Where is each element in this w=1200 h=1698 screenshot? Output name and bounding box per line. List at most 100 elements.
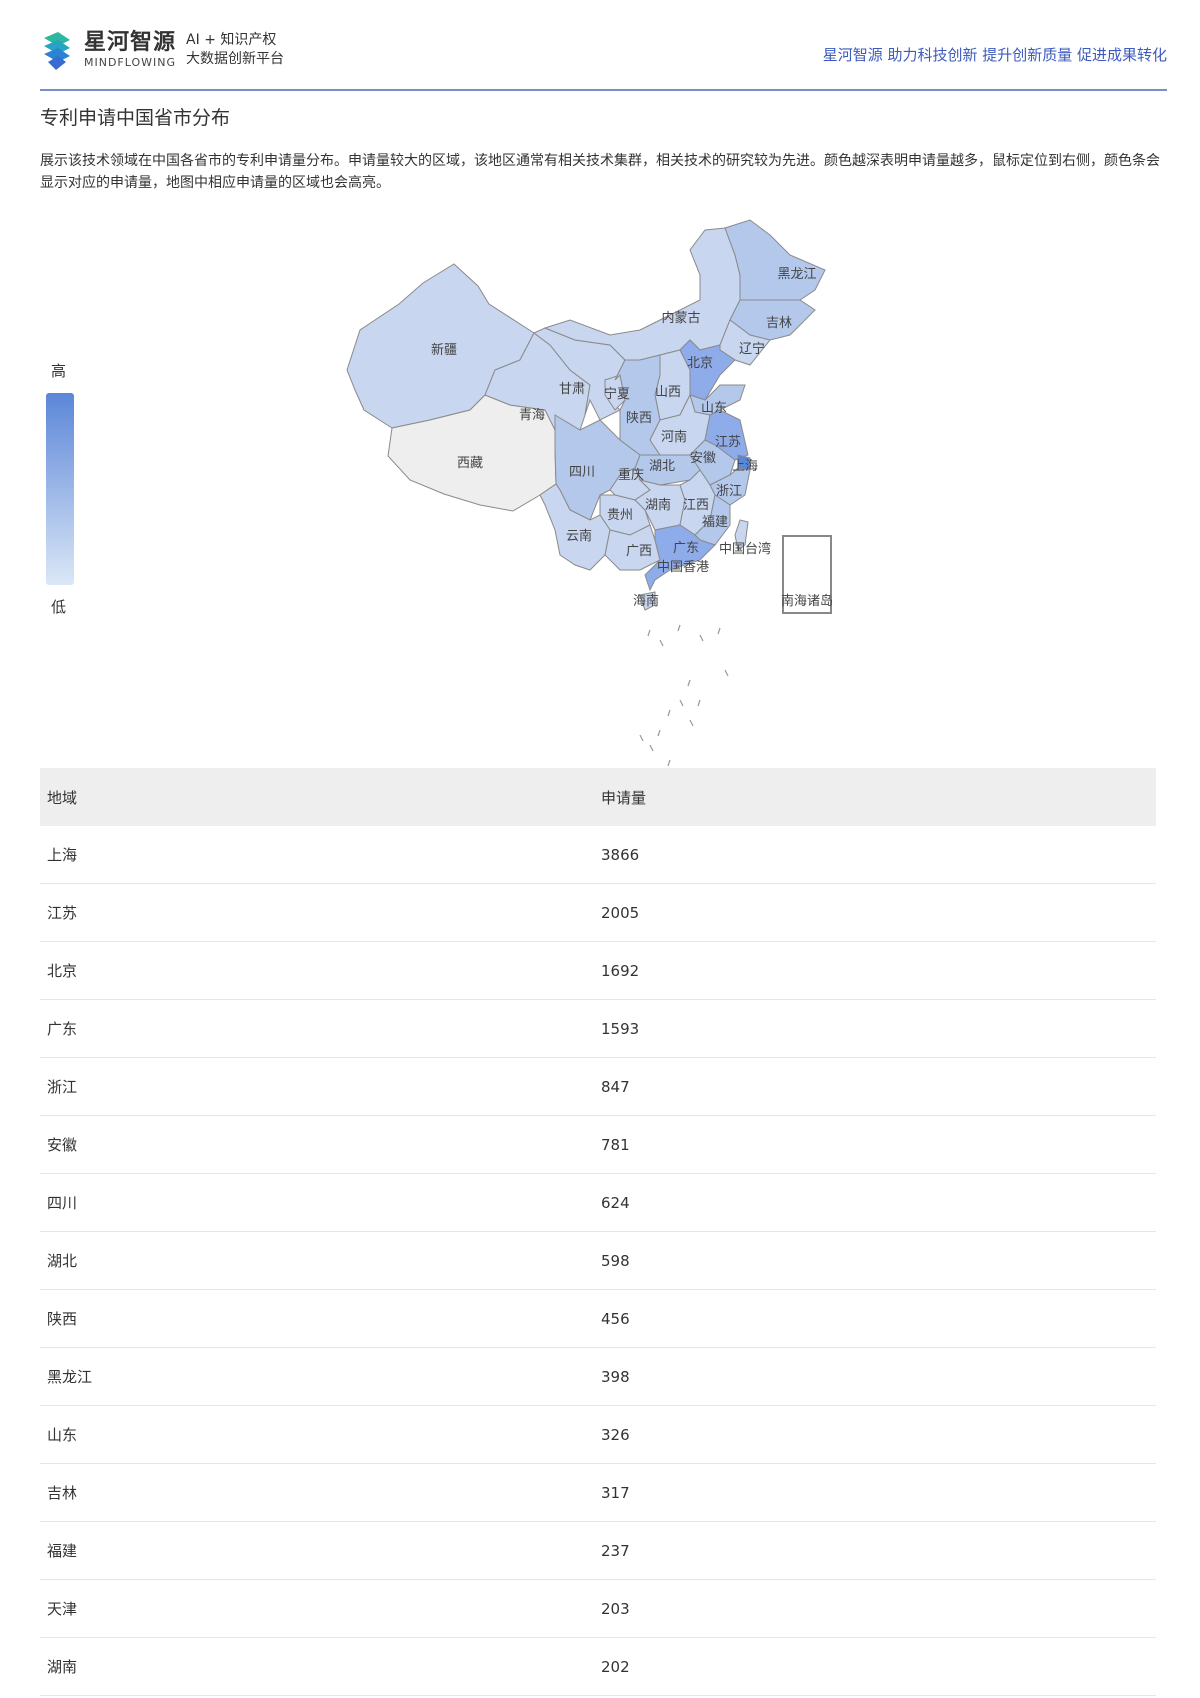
- section-title: 专利申请中国省市分布: [40, 107, 231, 129]
- cell-region: 吉林: [40, 1463, 594, 1522]
- island-mark: [657, 729, 661, 737]
- tagline-2: 大数据创新平台: [186, 51, 285, 67]
- island-mark: [724, 669, 729, 677]
- cell-region: 陕西: [40, 1289, 594, 1348]
- label-zhejiang: 浙江: [716, 484, 742, 499]
- cell-count: 2005: [594, 883, 1156, 942]
- label-hubei: 湖北: [649, 459, 675, 474]
- province-yunnan[interactable]: [539, 483, 611, 571]
- label-chongqing: 重庆: [618, 467, 644, 483]
- cell-count: 456: [594, 1289, 1156, 1348]
- island-mark: [689, 719, 694, 727]
- label-heilongjiang: 黑龙江: [777, 267, 816, 282]
- brand-name: 星河智源: [84, 30, 177, 55]
- label-xinjiang: 新疆: [431, 342, 457, 358]
- island-mark: [639, 734, 644, 742]
- table-row: 山东 326: [40, 1405, 1156, 1464]
- label-liaoning: 辽宁: [739, 341, 765, 357]
- label-jilin: 吉林: [766, 316, 792, 331]
- label-beijing: 北京: [687, 356, 713, 371]
- cell-count: 1692: [594, 941, 1156, 1000]
- cell-region: 福建: [40, 1521, 594, 1580]
- island-mark: [697, 699, 701, 707]
- label-shandong: 山东: [701, 401, 727, 416]
- cell-count: 847: [594, 1057, 1156, 1116]
- legend-color-bar[interactable]: [46, 393, 74, 585]
- island-mark: [647, 629, 651, 637]
- island-mark: [717, 627, 721, 635]
- cell-count: 317: [594, 1463, 1156, 1522]
- label-shanxi: 山西: [655, 385, 681, 400]
- column-header-region: 地域: [40, 768, 594, 826]
- cell-region: 浙江: [40, 1057, 594, 1116]
- cell-region: 黑龙江: [40, 1347, 594, 1406]
- cell-region: 上海: [40, 826, 594, 884]
- table-row: 黑龙江 398: [40, 1347, 1156, 1406]
- south-china-sea-inset: [782, 535, 832, 614]
- logo: 星河智源 MINDFLOWING AI + 知识产权 大数据创新平台: [40, 28, 284, 72]
- table-row: 浙江 847: [40, 1057, 1156, 1116]
- label-shanghai: 上海: [732, 459, 758, 474]
- province-taiwan[interactable]: [734, 519, 749, 551]
- table-row: 安徽 781: [40, 1115, 1156, 1174]
- label-ningxia: 宁夏: [604, 386, 630, 402]
- label-anhui: 安徽: [690, 451, 716, 466]
- table-row: 北京 1692: [40, 941, 1156, 1000]
- cell-count: 202: [594, 1637, 1156, 1696]
- cell-region: 北京: [40, 941, 594, 1000]
- label-xizang: 西藏: [457, 456, 483, 471]
- cell-region: 湖北: [40, 1231, 594, 1290]
- label-taiwan: 中国台湾: [719, 541, 771, 557]
- table-row: 福建 237: [40, 1521, 1156, 1580]
- cell-count: 398: [594, 1347, 1156, 1406]
- legend-low-label: 低: [51, 598, 67, 616]
- table-header-row: 地域 申请量: [40, 768, 1156, 826]
- cell-region: 广东: [40, 999, 594, 1058]
- label-gansu: 甘肃: [559, 382, 585, 397]
- island-mark: [667, 759, 671, 767]
- island-mark: [667, 709, 671, 717]
- label-henan: 河南: [661, 429, 687, 445]
- label-hainan: 海南: [633, 593, 659, 609]
- cell-region: 四川: [40, 1173, 594, 1232]
- label-yunnan: 云南: [566, 528, 592, 544]
- cell-region: 江苏: [40, 883, 594, 942]
- province-guangdong[interactable]: [644, 524, 716, 592]
- table-row: 陕西 456: [40, 1289, 1156, 1348]
- legend-high-label: 高: [51, 362, 67, 380]
- province-neimenggu[interactable]: [543, 227, 741, 361]
- cell-count: 781: [594, 1115, 1156, 1174]
- label-guizhou: 贵州: [607, 508, 633, 523]
- island-mark: [687, 679, 691, 687]
- cell-count: 326: [594, 1405, 1156, 1464]
- section-description: 展示该技术领域在中国各省市的专利申请量分布。申请量较大的区域，该地区通常有相关技…: [40, 153, 1160, 191]
- cell-count: 203: [594, 1579, 1156, 1638]
- province-hainan[interactable]: [639, 591, 656, 611]
- table-row: 湖南 202: [40, 1637, 1156, 1696]
- table-row: 湖北 598: [40, 1231, 1156, 1290]
- label-fujian: 福建: [702, 515, 728, 530]
- slogan: 星河智源 助力科技创新 提升创新质量 促进成果转化: [822, 46, 1167, 64]
- table-row: 上海 3866: [40, 826, 1156, 884]
- label-sichuan: 四川: [569, 465, 595, 480]
- cell-count: 624: [594, 1173, 1156, 1232]
- label-hkmo: 中国香港: [657, 560, 709, 575]
- label-jiangxi: 江西: [683, 498, 709, 513]
- cell-region: 湖南: [40, 1637, 594, 1696]
- cell-count: 598: [594, 1231, 1156, 1290]
- cell-count: 1593: [594, 999, 1156, 1058]
- province-shanghai[interactable]: [737, 454, 751, 471]
- cell-region: 安徽: [40, 1115, 594, 1174]
- label-jiangsu: 江苏: [715, 434, 741, 450]
- brand-english: MINDFLOWING: [84, 56, 177, 69]
- table-row: 吉林 317: [40, 1463, 1156, 1522]
- island-mark: [679, 699, 684, 707]
- island-mark: [659, 639, 664, 647]
- province-heilongjiang[interactable]: [724, 219, 826, 301]
- header-divider: [40, 89, 1167, 91]
- region-table: 地域 申请量 上海 3866 江苏 2005 北京 1692 广东 1593 浙江 847 安徽 78…: [40, 768, 1156, 1696]
- column-header-count: 申请量: [594, 768, 1156, 826]
- table-row: 四川 624: [40, 1173, 1156, 1232]
- label-guangdong: 广东: [673, 541, 699, 556]
